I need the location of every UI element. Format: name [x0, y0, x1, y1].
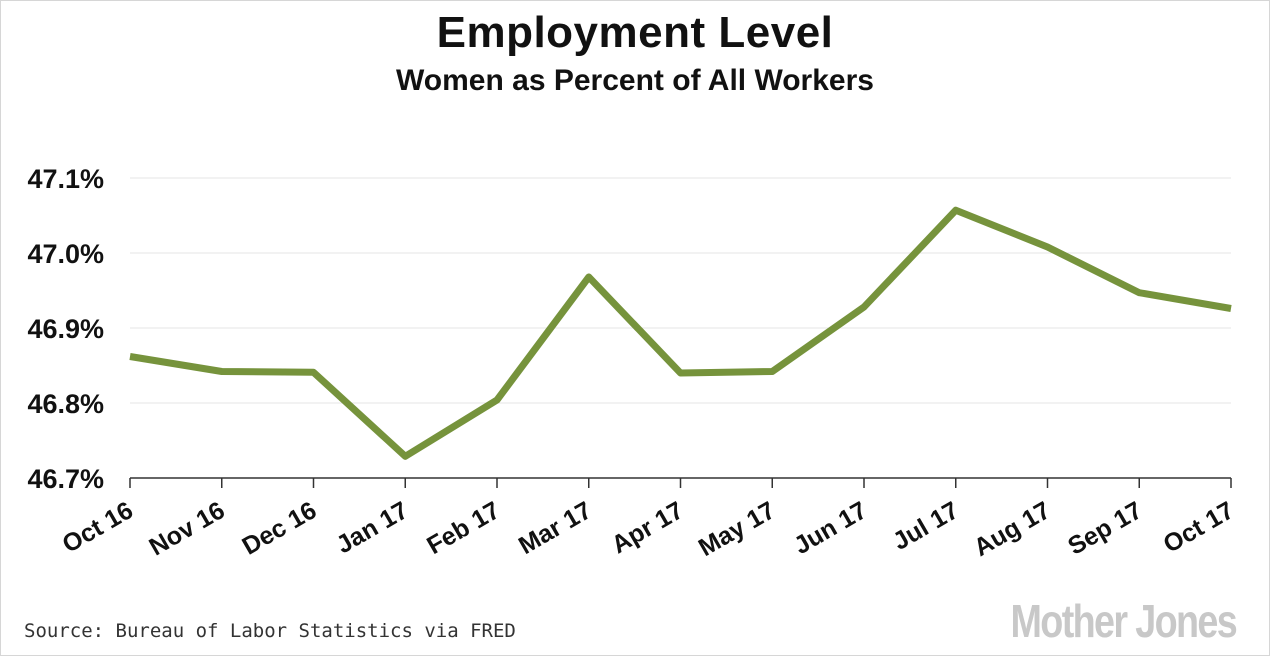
x-tick-label: Oct 16	[58, 496, 138, 558]
y-tick-label: 46.8%	[27, 389, 104, 419]
y-tick-label: 47.0%	[27, 239, 104, 269]
x-tick-label: Dec 16	[237, 496, 321, 561]
x-tick-label: Jun 17	[789, 496, 872, 560]
chart-subtitle: Women as Percent of All Workers	[396, 64, 874, 97]
x-tick-label: Oct 17	[1159, 496, 1239, 558]
x-tick-label: Nov 16	[145, 496, 230, 561]
x-tick-label: Feb 17	[422, 496, 505, 560]
x-tick-label: Apr 17	[607, 496, 688, 559]
source-note: Source: Bureau of Labor Statistics via F…	[24, 620, 516, 642]
x-axis: Oct 16 Nov 16 Dec 16 Jan 17 Feb 17 Mar 17 Apr …	[58, 477, 1239, 562]
x-tick-label: May 17	[694, 496, 780, 562]
mother-jones-logo: Mother Jones	[1010, 595, 1237, 647]
x-tick-label: Sep 17	[1063, 496, 1147, 561]
y-tick-label: 46.9%	[27, 314, 104, 344]
x-tick-label: Jul 17	[888, 496, 963, 556]
series-layer	[129, 206, 1232, 460]
y-tick-labels: 47.1% 47.0% 46.9% 46.8% 46.7%	[27, 164, 104, 494]
x-tick-label: Aug 17	[969, 496, 1055, 562]
x-tick-label: Mar 17	[514, 496, 597, 560]
x-tick-label: Jan 17	[332, 496, 413, 559]
y-tick-label: 47.1%	[27, 164, 104, 194]
y-tick-label: 46.7%	[27, 464, 104, 494]
series-line	[129, 206, 1232, 460]
chart-title: Employment Level	[436, 8, 834, 57]
grid-lines	[130, 177, 1231, 404]
